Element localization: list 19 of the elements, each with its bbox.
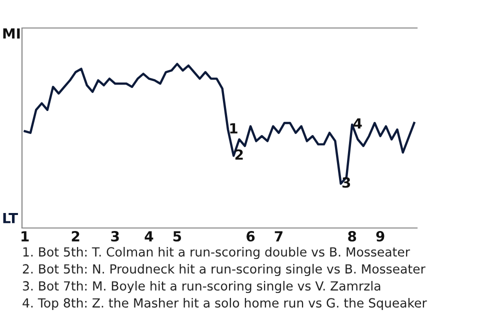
annotation: 3 — [342, 177, 350, 188]
annotation: 4 — [353, 118, 362, 128]
annotation: 2 — [235, 149, 243, 160]
annotation: 1 — [230, 123, 238, 134]
x-tick-label: 1 — [22, 231, 29, 242]
x-tick-label: 2 — [72, 231, 80, 242]
x-tick-label: 5 — [173, 231, 182, 242]
x-tick-label: 7 — [274, 231, 282, 242]
text: 4. Top 8th: Z. the Masher hit a solo home run vs G. the Squeaker — [22, 298, 427, 310]
x-tick-label: 3 — [111, 231, 119, 242]
x-tick-label: 9 — [376, 231, 384, 242]
text: 2. Bot 5th: N. Proudneck hit a run-scoring single vs B. Mosseater — [22, 264, 426, 276]
text: MI — [3, 28, 20, 39]
text: LT — [3, 212, 18, 224]
text: 3. Bot 7th: M. Boyle hit a run-scoring single vs V. Zamrzla — [22, 280, 380, 294]
x-tick-label: 4 — [144, 231, 154, 242]
text: 1. Bot 5th: T. Colman hit a run-scoring double vs B. Mosseater — [23, 246, 410, 260]
x-tick-label: 6 — [246, 231, 255, 242]
x-tick-label: 8 — [348, 231, 356, 242]
